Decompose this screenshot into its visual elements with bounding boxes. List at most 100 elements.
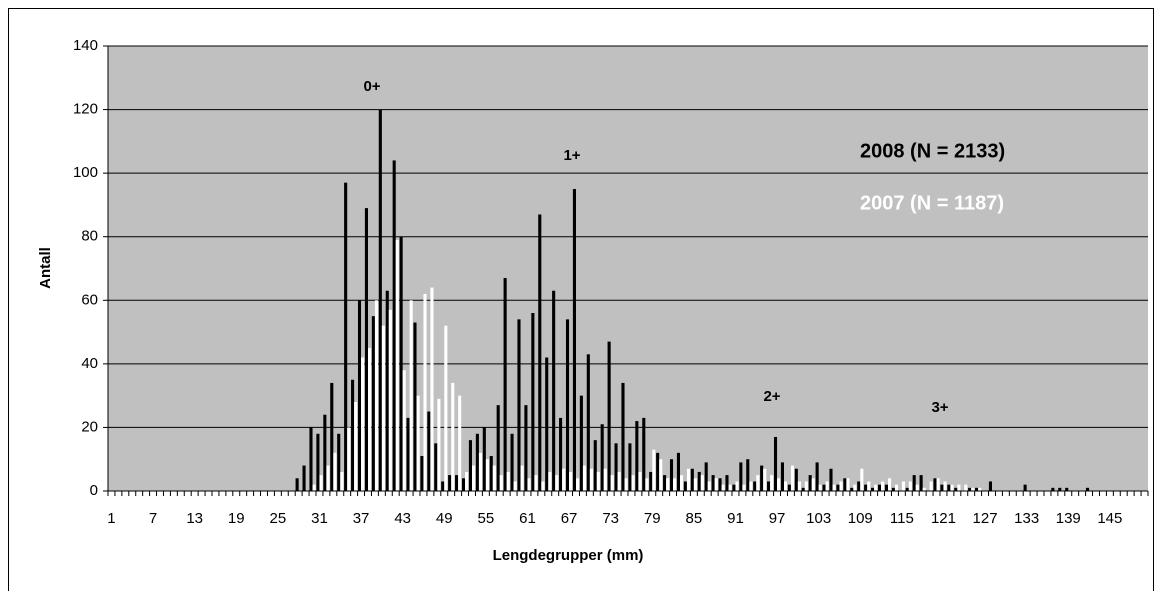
bar xyxy=(957,484,961,491)
bar xyxy=(891,487,895,491)
x-tick-label: 145 xyxy=(1097,510,1122,527)
bar xyxy=(718,478,722,491)
bar xyxy=(881,481,885,491)
bar xyxy=(527,478,531,491)
bar xyxy=(337,433,341,491)
bar xyxy=(680,475,684,491)
x-tick-label: 13 xyxy=(186,510,203,527)
bar xyxy=(884,484,888,491)
x-tick-label: 103 xyxy=(806,510,831,527)
x-tick-label: 91 xyxy=(727,510,744,527)
bar xyxy=(330,382,334,491)
bar xyxy=(739,462,743,491)
bar xyxy=(936,478,940,491)
bar xyxy=(593,440,597,491)
bar xyxy=(600,424,604,491)
bar xyxy=(656,452,660,491)
bar xyxy=(978,487,982,491)
bar xyxy=(559,417,563,491)
bar xyxy=(784,481,788,491)
bar xyxy=(565,319,570,491)
bar xyxy=(409,300,413,491)
bar xyxy=(513,481,517,491)
bar xyxy=(475,433,479,491)
legend-entry: 2008 (N = 2133) xyxy=(860,140,1005,162)
bar xyxy=(385,290,389,491)
bar xyxy=(804,481,808,491)
bar xyxy=(361,357,365,491)
bar xyxy=(673,478,677,491)
bar xyxy=(794,468,798,491)
bar xyxy=(940,484,944,491)
x-tick-label: 43 xyxy=(394,510,411,527)
bar xyxy=(444,325,448,491)
bar xyxy=(617,471,621,491)
bar xyxy=(371,316,375,491)
x-tick-label: 127 xyxy=(973,510,998,527)
bar xyxy=(420,456,424,491)
bar xyxy=(850,487,854,491)
x-tick-label: 133 xyxy=(1014,510,1039,527)
bar xyxy=(340,471,344,491)
bar xyxy=(603,468,607,491)
bar xyxy=(818,484,822,491)
bar xyxy=(374,300,379,491)
y-tick-label: 40 xyxy=(81,355,98,372)
bar xyxy=(922,487,926,491)
bar xyxy=(649,471,653,491)
x-axis-title: Lengdegrupper (mm) xyxy=(493,547,644,564)
bar xyxy=(669,459,674,491)
bar xyxy=(302,465,306,491)
bar xyxy=(586,354,590,491)
bar xyxy=(874,484,878,491)
bar xyxy=(1058,487,1062,491)
x-tick-label: 115 xyxy=(890,510,914,527)
bar xyxy=(589,468,593,491)
bar xyxy=(596,471,600,491)
bar xyxy=(877,484,882,491)
bar xyxy=(478,452,483,491)
bar xyxy=(413,322,417,491)
x-tick-label: 1 xyxy=(107,510,115,527)
bar xyxy=(1051,487,1055,491)
bar xyxy=(423,293,427,491)
bar xyxy=(548,471,552,491)
bar xyxy=(888,478,892,491)
bar xyxy=(929,481,933,491)
x-tick-label: 19 xyxy=(228,510,245,527)
bar xyxy=(510,433,514,491)
bar xyxy=(697,471,701,491)
bar xyxy=(638,471,642,491)
bar xyxy=(683,481,687,491)
bar xyxy=(468,440,472,491)
bar xyxy=(520,465,524,491)
bar xyxy=(472,465,476,491)
legend-entry: 2007 (N = 1187) xyxy=(860,192,1004,214)
x-tick-label: 121 xyxy=(931,510,956,527)
bar xyxy=(666,478,670,491)
bar xyxy=(933,478,937,491)
bar xyxy=(756,475,760,491)
bar xyxy=(843,478,847,491)
bar xyxy=(381,325,385,491)
bar xyxy=(448,475,452,491)
bar xyxy=(780,462,784,491)
bar xyxy=(458,395,462,491)
bar xyxy=(541,481,545,491)
bar xyxy=(531,313,535,491)
bar xyxy=(427,411,431,491)
bar xyxy=(1085,487,1090,491)
x-tick-label: 109 xyxy=(848,510,873,527)
bar xyxy=(576,478,580,491)
bar xyxy=(735,481,739,491)
bar xyxy=(607,341,611,491)
bar xyxy=(1023,484,1027,491)
bar xyxy=(693,478,697,491)
bar xyxy=(749,481,753,491)
bar xyxy=(742,484,746,491)
bar xyxy=(839,481,843,491)
bar xyxy=(395,239,399,491)
bar xyxy=(524,405,528,491)
bar xyxy=(465,471,469,491)
